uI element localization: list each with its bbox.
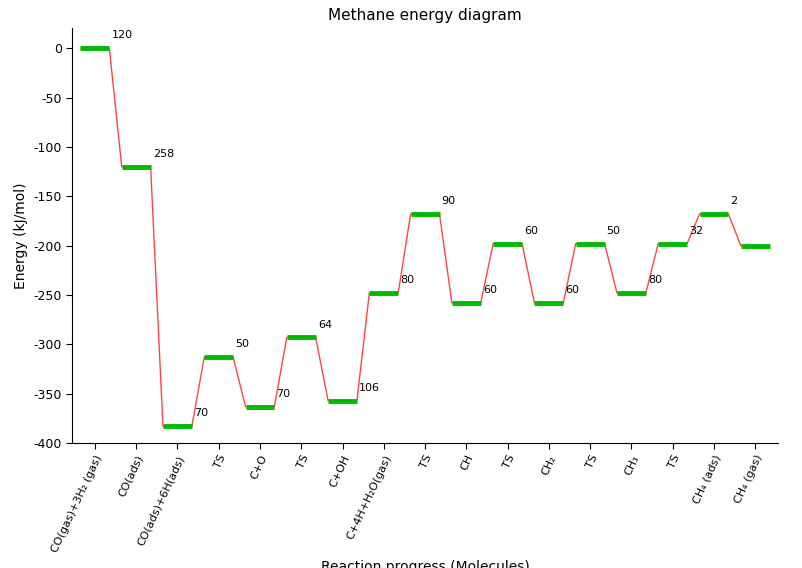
Text: 2: 2 [731,196,738,206]
Text: 80: 80 [400,275,415,285]
Text: 258: 258 [152,149,174,158]
Text: 50: 50 [235,339,249,349]
Text: 70: 70 [277,389,290,399]
Text: 106: 106 [359,383,380,392]
Text: 80: 80 [648,275,662,285]
Text: 60: 60 [525,225,538,236]
Title: Methane energy diagram: Methane energy diagram [328,8,522,23]
X-axis label: Reaction progress (Molecules): Reaction progress (Molecules) [321,559,529,568]
Text: 64: 64 [318,320,332,329]
Text: 120: 120 [111,30,132,40]
Text: 50: 50 [606,225,621,236]
Y-axis label: Energy (kJ/mol): Energy (kJ/mol) [14,182,28,289]
Text: 70: 70 [194,408,208,419]
Text: 32: 32 [689,225,703,236]
Text: 90: 90 [442,196,456,206]
Text: 60: 60 [565,285,579,295]
Text: 60: 60 [483,285,497,295]
